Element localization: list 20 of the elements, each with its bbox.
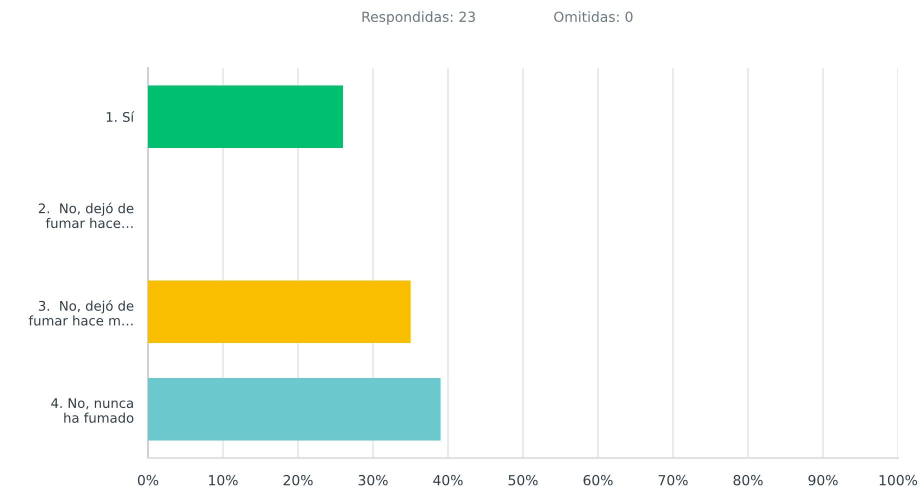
text: Respondidas: 23 <box>362 11 475 25</box>
y-tick-label: 2. No, dejó de fumar hace… <box>38 202 134 228</box>
x-tick-label: 90% <box>808 474 838 486</box>
x-tick-label: 40% <box>433 474 463 486</box>
x-tick-label: 20% <box>284 474 313 486</box>
y-tick-label: 4. No, nunca ha fumado <box>51 398 134 423</box>
bar <box>148 86 343 148</box>
x-tick-label: 10% <box>209 474 238 486</box>
x-tick-label: 100% <box>880 474 918 486</box>
text: Omitidas: 0 <box>554 11 633 22</box>
x-tick-label: 80% <box>734 474 763 486</box>
y-tick-label: 3. No, dejó de fumar hace m… <box>28 300 134 326</box>
x-tick-label: 60% <box>584 474 613 486</box>
y-tick-label: 1. Sí <box>106 111 134 122</box>
x-tick-label: 0% <box>138 474 158 486</box>
bar <box>148 280 410 343</box>
x-tick-label: 70% <box>658 474 688 486</box>
x-tick-label: 30% <box>358 474 388 486</box>
x-tick-label: 50% <box>508 474 538 486</box>
bar <box>148 378 440 440</box>
